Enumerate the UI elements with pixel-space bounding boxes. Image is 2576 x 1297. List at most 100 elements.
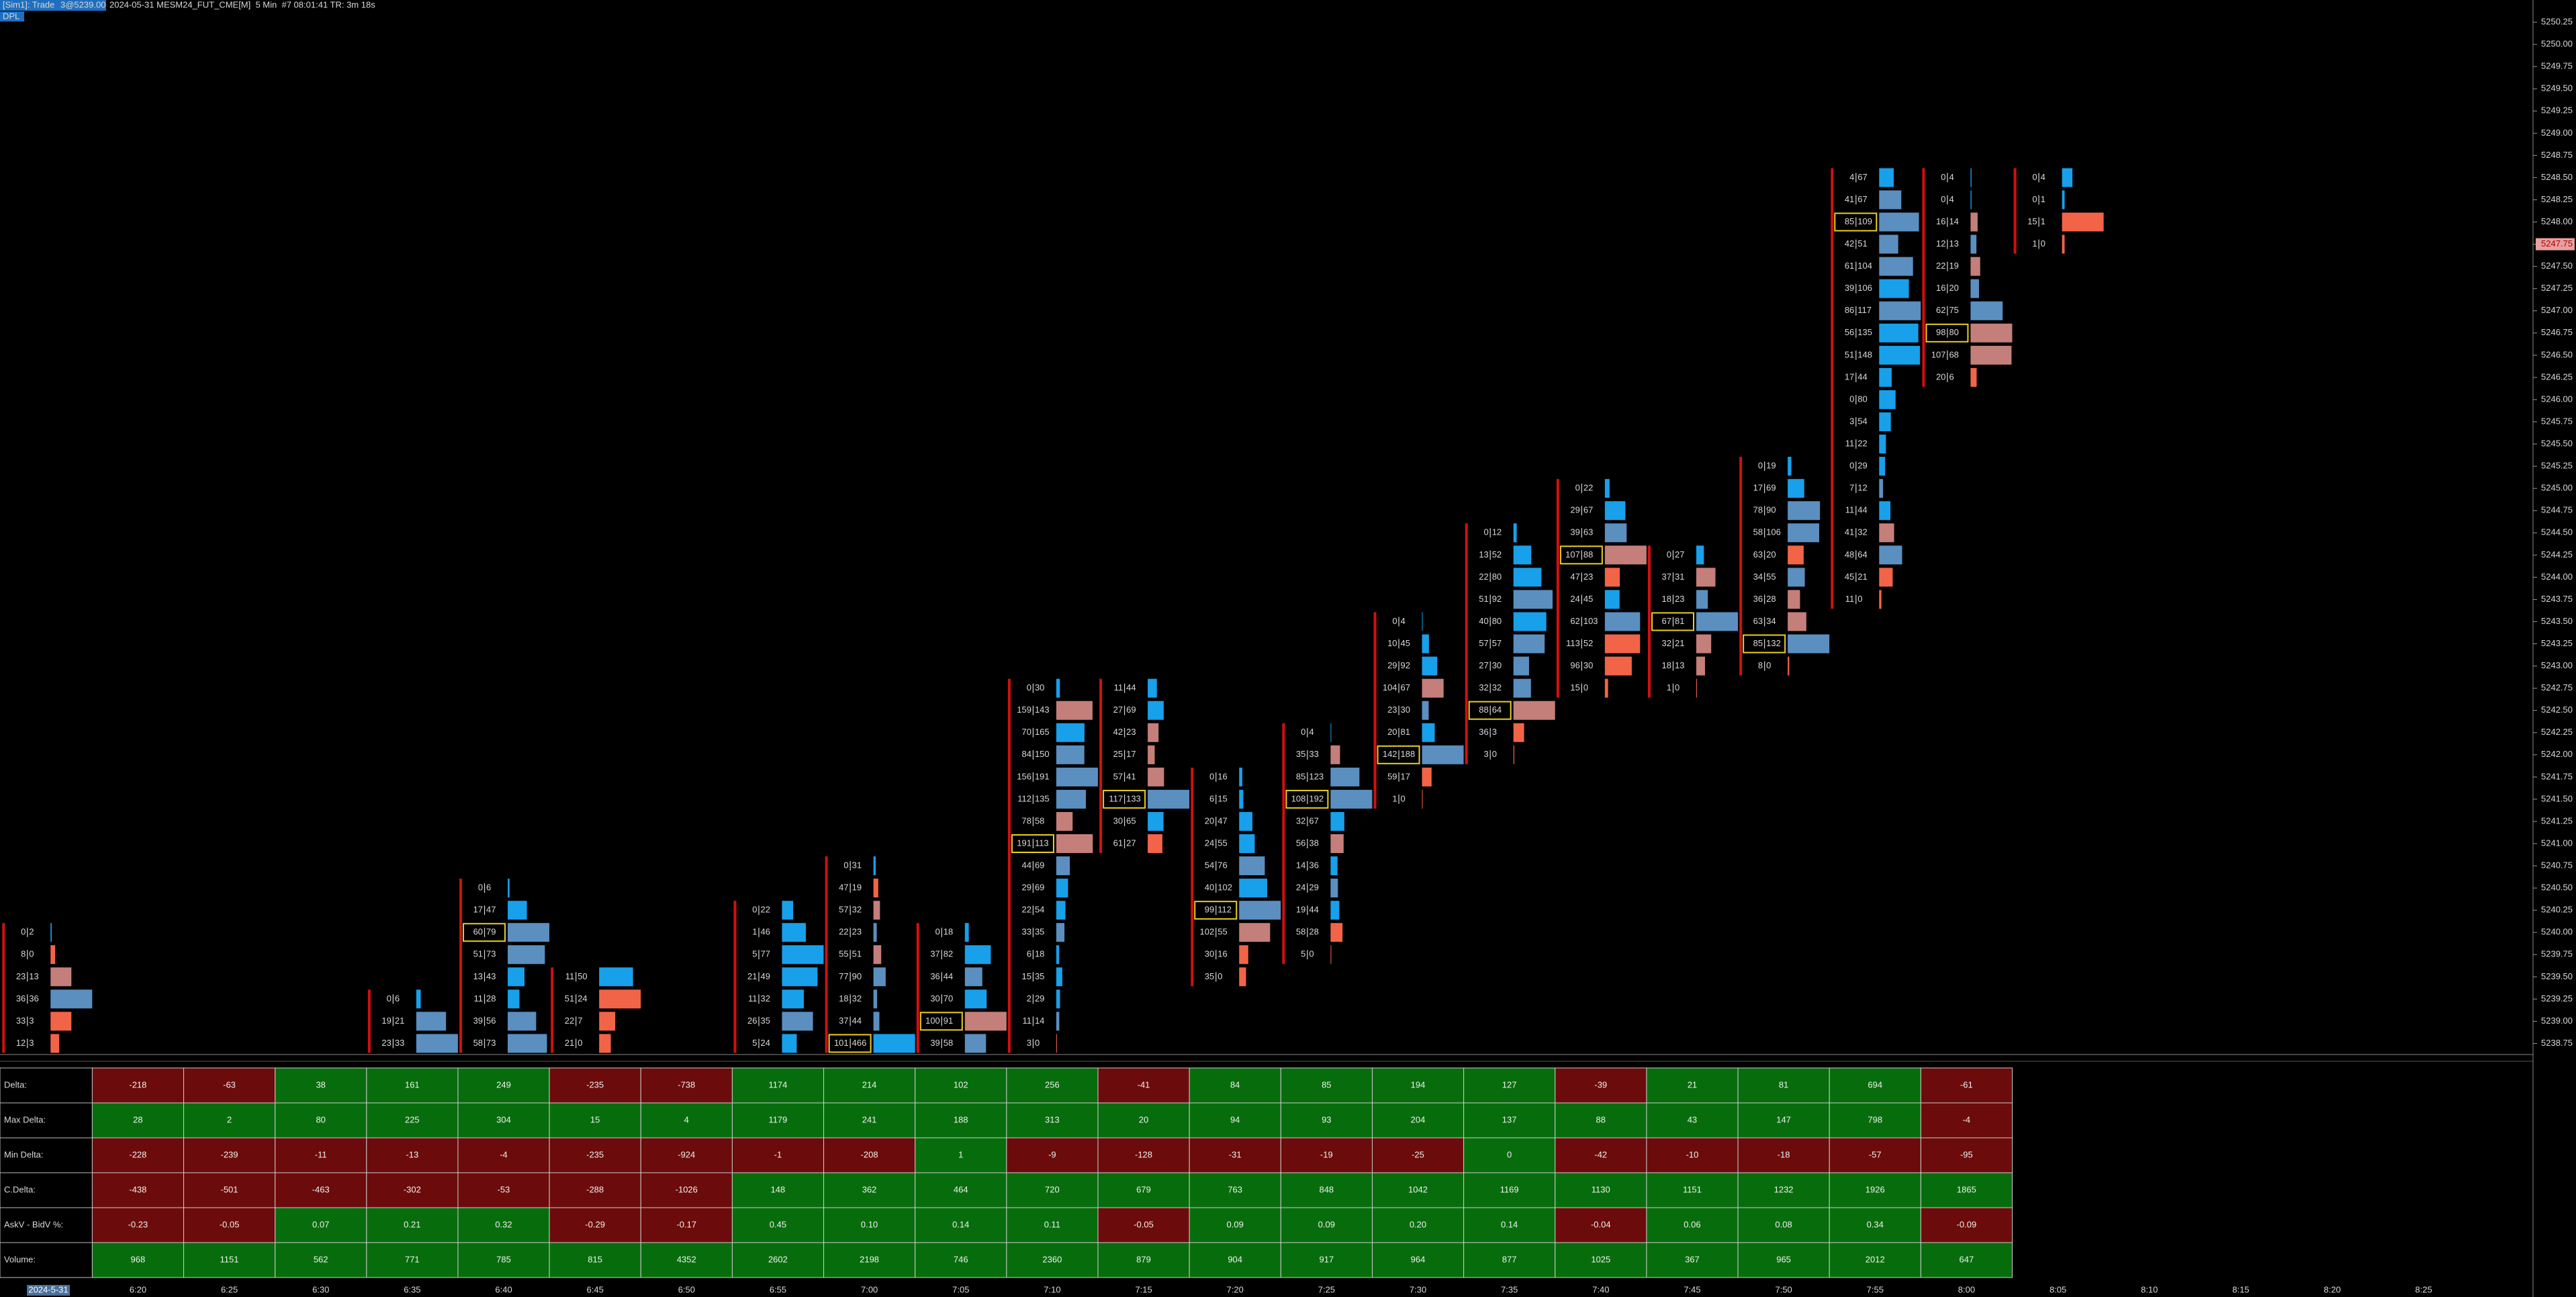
table-value: -463: [312, 1184, 330, 1194]
bid-volume: 102: [1200, 927, 1215, 937]
table-value: -57: [1869, 1149, 1882, 1159]
table-cell: [1829, 1207, 1921, 1243]
bid-volume: 27: [1113, 705, 1123, 715]
y-tick-label: 5243.75: [2541, 594, 2573, 604]
volume-bar: [782, 923, 807, 942]
bid-volume: 30: [930, 993, 939, 1003]
volume-bar: [1422, 612, 1423, 631]
ask-volume: 466: [852, 1038, 867, 1048]
table-value: 313: [1045, 1114, 1060, 1124]
volume-bar: [1056, 923, 1065, 942]
ask-volume: 19: [852, 883, 862, 893]
volume-bar: [1696, 545, 1704, 565]
x-tick-label: 6:20: [130, 1284, 146, 1294]
volume-bar: [1696, 634, 1712, 654]
ask-volume: 69: [1766, 483, 1776, 493]
bid-volume: 32: [1662, 638, 1671, 648]
bid-volume: 0: [2032, 172, 2037, 182]
row-header: [0, 1137, 93, 1173]
bid-volume: 0: [843, 860, 848, 870]
ask-volume: 23: [1675, 594, 1684, 604]
bid-volume: 29: [1387, 660, 1397, 670]
bid-volume: 0: [752, 905, 757, 915]
bid-volume: 113: [1566, 638, 1580, 648]
ask-volume: 4: [1949, 194, 1953, 204]
ask-volume: 12: [1492, 527, 1502, 537]
ask-volume: 1: [2041, 194, 2045, 204]
volume-bar: [1056, 701, 1093, 720]
ask-volume: 90: [852, 971, 862, 981]
table-value: 1865: [1957, 1184, 1976, 1194]
ask-volume: 34: [1766, 616, 1776, 626]
bid-volume: 39: [473, 1016, 483, 1026]
volume-bar: [1970, 257, 1980, 276]
volume-bar: [1239, 901, 1281, 920]
table-value: 15: [590, 1114, 600, 1124]
volume-bar: [1970, 190, 1972, 210]
table-cell: [1189, 1242, 1281, 1278]
volume-bar: [1513, 634, 1545, 654]
ask-volume: 44: [1126, 682, 1136, 692]
bid-volume: 61: [1845, 261, 1854, 271]
ask-volume: 6: [486, 883, 491, 893]
y-tick-label: 5243.50: [2541, 616, 2573, 626]
bid-volume: 22: [1021, 905, 1031, 915]
table-value: 647: [1960, 1254, 1974, 1264]
table-cell: [549, 1172, 641, 1208]
volume-bar: [1056, 767, 1098, 787]
bid-volume: 1: [2032, 238, 2037, 249]
ask-volume: 0: [1309, 949, 1314, 959]
y-tick-label: 5242.75: [2541, 682, 2573, 692]
volume-bar: [1879, 367, 1892, 387]
volume-bar: [1513, 678, 1531, 698]
ask-volume: 28: [486, 993, 496, 1003]
bid-volume: 36: [930, 971, 939, 981]
bid-volume: 1: [1392, 793, 1397, 803]
ask-volume: 65: [1126, 815, 1136, 825]
ask-volume: 17: [1401, 771, 1410, 781]
ask-volume: 58: [944, 1038, 953, 1048]
ask-volume: 44: [1309, 905, 1318, 915]
ask-volume: 35: [761, 1016, 770, 1026]
table-value: 0.09: [1318, 1219, 1335, 1229]
bid-volume: 23: [381, 1038, 391, 1048]
table-value: 0.14: [1501, 1219, 1518, 1229]
volume-bar: [1513, 723, 1524, 742]
table-value: -4: [1963, 1114, 1971, 1124]
volume-bar: [964, 945, 991, 965]
volume-bar: [1696, 590, 1708, 609]
bid-volume: 33: [16, 1016, 26, 1026]
volume-bar: [1239, 856, 1265, 876]
ask-volume: 23: [1583, 572, 1593, 582]
volume-bar: [50, 989, 93, 1009]
ask-volume: 19: [1949, 261, 1958, 271]
ask-volume: 191: [1035, 771, 1050, 781]
bid-volume: 5: [752, 1038, 757, 1048]
poc-box: [1468, 701, 1512, 720]
bid-volume: 36: [1479, 727, 1488, 737]
ask-volume: 106: [1766, 527, 1781, 537]
table-cell: [1555, 1242, 1647, 1278]
bid-volume: 78: [1021, 815, 1031, 825]
table-value: -228: [129, 1149, 146, 1159]
poc-box: [1103, 789, 1146, 809]
poc-box: [463, 923, 506, 942]
volume-bar: [1422, 678, 1444, 698]
table-value: 214: [862, 1079, 877, 1089]
bid-volume: 0: [1575, 483, 1580, 493]
bid-volume: 15: [1021, 971, 1031, 981]
bid-volume: 54: [1205, 860, 1214, 870]
table-value: 964: [1411, 1254, 1426, 1264]
row-label: AskV - BidV %:: [4, 1219, 63, 1229]
volume-bar: [964, 967, 982, 987]
y-tick-label: 5244.50: [2541, 527, 2573, 537]
ask-volume: 35: [1035, 971, 1044, 981]
y-tick-label: 5245.25: [2541, 461, 2573, 471]
volume-bar: [782, 945, 824, 965]
ask-volume: 3: [29, 1038, 34, 1048]
table-value: 0.09: [1227, 1219, 1244, 1229]
volume-bar: [1879, 234, 1898, 254]
bid-volume: 27: [1479, 660, 1488, 670]
ask-volume: 73: [486, 1038, 496, 1048]
ask-volume: 14: [1949, 216, 1958, 226]
